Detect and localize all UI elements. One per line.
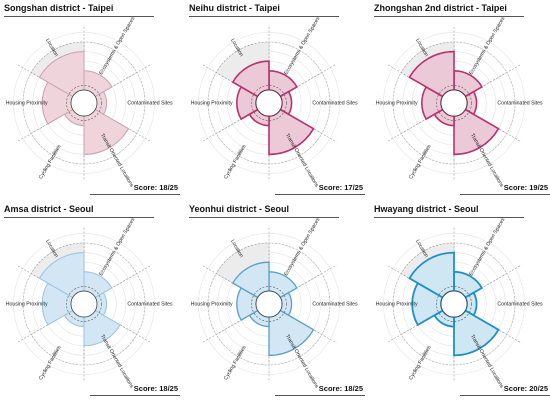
score-label: Score: 20/25 (503, 384, 548, 393)
chart-title: Songshan district - Taipei (4, 3, 114, 13)
score-underline (275, 194, 365, 195)
category-label: Cycling Facilities (408, 144, 433, 181)
category-label: Cycling Facilities (223, 345, 248, 382)
category-label: Contaminated Sites (497, 100, 543, 106)
category-label: Ecosystems & Open Spaces (468, 217, 506, 277)
chart-title: Neihu district - Taipei (189, 3, 280, 13)
category-label: Ecosystems & Open Spaces (283, 16, 321, 76)
category-label: Jobs & Housing Proximity (374, 100, 418, 106)
category-label: Ecosystems & Open Spaces (468, 16, 506, 76)
category-label: Contaminated Sites (312, 100, 358, 106)
chart-title: Yeonhui district - Seoul (189, 204, 290, 214)
title-underline (374, 217, 524, 218)
category-label: Ecosystems & Open Spaces (98, 217, 136, 277)
radial-chart: Ecosystems & Open Spaces Contaminated Sit… (374, 217, 543, 390)
score-underline (90, 194, 180, 195)
category-label: Jobs & Housing Proximity (4, 100, 48, 106)
inner-dashed-circle (66, 85, 102, 121)
radial-chart: Ecosystems & Open Spaces Contaminated Sit… (4, 16, 173, 189)
chart-title: Zhongshan 2nd district - Taipei (374, 3, 507, 13)
inner-dashed-circle (66, 286, 102, 322)
category-label: Contaminated Sites (127, 100, 173, 106)
score-label: Score: 19/25 (503, 183, 548, 192)
score-label: Score: 18/25 (133, 183, 178, 192)
category-label: Cycling Facilities (223, 144, 248, 181)
category-label: Jobs & Housing Proximity (4, 301, 48, 307)
chart-panel: Hwayang district - Seoul Ecosystems & Ope… (374, 204, 550, 400)
category-label: Jobs & Housing Proximity (374, 301, 418, 307)
chart-panel: Amsa district - Seoul Ecosystems & Open S… (4, 204, 180, 400)
radial-chart: Ecosystems & Open Spaces Contaminated Sit… (189, 217, 358, 390)
radial-chart: Ecosystems & Open Spaces Contaminated Sit… (374, 16, 543, 189)
radial-chart: Ecosystems & Open Spaces Contaminated Sit… (189, 16, 358, 189)
radial-chart: Ecosystems & Open Spaces Contaminated Sit… (4, 217, 173, 390)
category-label: Jobs & Housing Proximity (189, 301, 233, 307)
center-circle (440, 290, 468, 318)
title-underline (374, 16, 524, 17)
inner-dashed-circle (251, 286, 287, 322)
chart-panel: Yeonhui district - Seoul Ecosystems & Ope… (189, 204, 365, 400)
score-underline (275, 395, 365, 396)
chart-panel: Zhongshan 2nd district - Taipei Ecosystem… (374, 3, 550, 199)
center-circle (255, 290, 283, 318)
chart-panel: Songshan district - Taipei Ecosystems & O… (4, 3, 180, 199)
title-underline (189, 217, 339, 218)
category-label: Contaminated Sites (127, 301, 173, 307)
center-circle (440, 89, 468, 117)
category-label: Cycling Facilities (38, 144, 63, 181)
chart-panel: Neihu district - Taipei Ecosystems & Open… (189, 3, 365, 199)
score-underline (90, 395, 180, 396)
score-label: Score: 17/25 (318, 183, 363, 192)
chart-title: Amsa district - Seoul (4, 204, 94, 214)
center-circle (70, 89, 98, 117)
category-label: Contaminated Sites (312, 301, 358, 307)
chart-title: Hwayang district - Seoul (374, 204, 479, 214)
title-underline (189, 16, 339, 17)
category-label: Cycling Facilities (408, 345, 433, 382)
score-underline (460, 395, 550, 396)
inner-dashed-circle (436, 286, 472, 322)
score-underline (460, 194, 550, 195)
category-label: Ecosystems & Open Spaces (98, 16, 136, 76)
title-underline (4, 16, 154, 17)
inner-dashed-circle (436, 85, 472, 121)
center-circle (255, 89, 283, 117)
title-underline (4, 217, 154, 218)
inner-dashed-circle (251, 85, 287, 121)
category-label: Contaminated Sites (497, 301, 543, 307)
category-label: Cycling Facilities (38, 345, 63, 382)
center-circle (70, 290, 98, 318)
category-label: Jobs & Housing Proximity (189, 100, 233, 106)
score-label: Score: 18/25 (133, 384, 178, 393)
score-label: Score: 18/25 (318, 384, 363, 393)
category-label: Ecosystems & Open Spaces (283, 217, 321, 277)
